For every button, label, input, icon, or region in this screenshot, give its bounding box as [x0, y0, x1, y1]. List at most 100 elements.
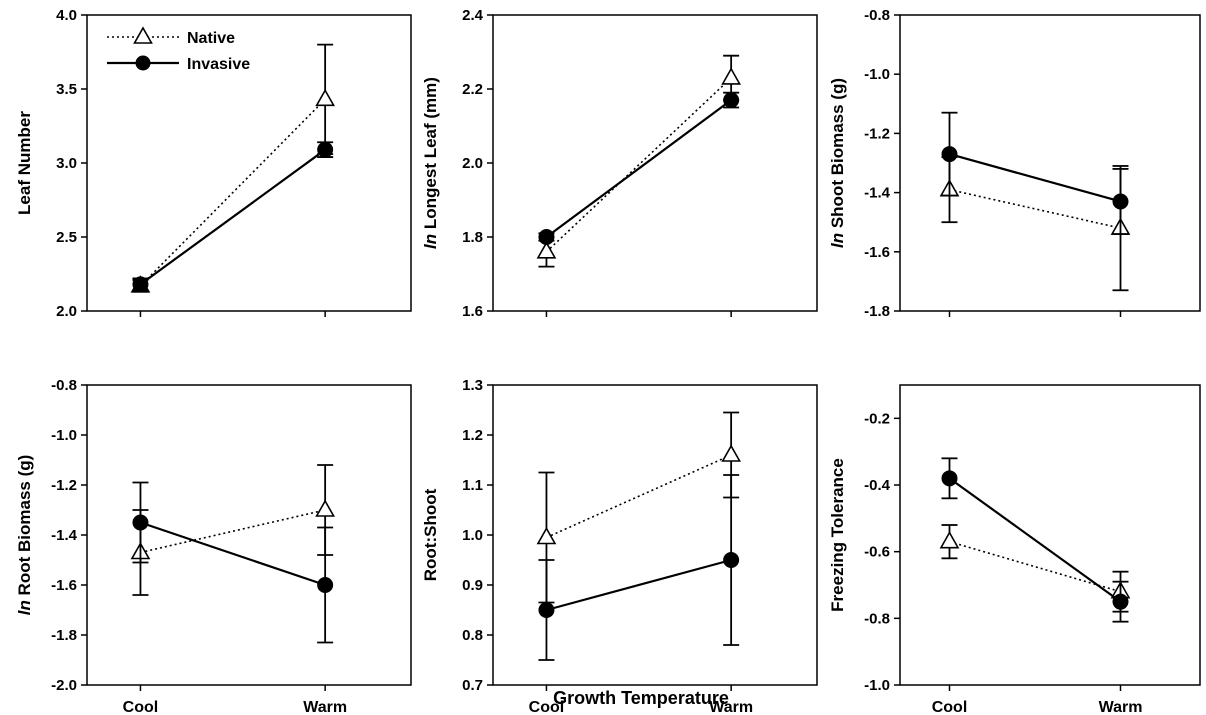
data-point: [315, 499, 336, 517]
x-tick-label: Warm: [303, 699, 347, 715]
x-tick-label: Cool: [123, 699, 159, 715]
series-line: [139, 98, 326, 287]
y-axis-label-prefix: ln: [421, 229, 440, 249]
series-invasive: [132, 141, 334, 293]
y-tick-label: 1.8: [462, 229, 483, 246]
y-tick-label: -1.4: [51, 527, 78, 544]
y-tick-label: 2.0: [462, 155, 483, 172]
y-tick-label: -1.0: [51, 427, 77, 444]
series-line: [546, 558, 732, 612]
data-point: [1112, 193, 1129, 210]
y-axis-label-text: Root Biomass (g): [15, 455, 34, 596]
data-point: [538, 229, 555, 245]
y-axis-label: ln Shoot Biomass (g): [828, 78, 847, 248]
series-native: [130, 43, 336, 293]
y-tick-label: -1.6: [51, 577, 77, 594]
legend-marker-invasive: [135, 55, 151, 71]
y-tick-label: -0.6: [864, 544, 890, 561]
y-tick-label: 2.2: [462, 81, 483, 98]
series-line: [140, 509, 326, 554]
series-line: [949, 188, 1121, 229]
chart-panel-1: 2.0 2.5 3.0 3.5 4.0 Leaf Number Native Invasive: [15, 7, 412, 320]
y-axis-label-prefix: ln: [15, 595, 34, 615]
series-line: [948, 477, 1122, 603]
data-point: [941, 470, 958, 487]
y-axis-label-prefix: ln: [828, 228, 847, 248]
y-tick-label: 2.0: [56, 303, 77, 320]
plot-frame: [899, 384, 1201, 686]
y-tick-label: 0.8: [462, 627, 483, 644]
x-tick-label: Cool: [932, 699, 968, 715]
data-point: [538, 602, 555, 618]
y-axis-label-text: Shoot Biomass (g): [828, 78, 847, 228]
series-invasive: [132, 481, 334, 644]
data-point: [317, 577, 334, 593]
legend: Native Invasive: [107, 26, 250, 73]
series-native: [536, 411, 742, 604]
series-line: [140, 521, 326, 587]
y-tick-label: 1.3: [462, 377, 483, 394]
series-line: [546, 454, 732, 539]
y-tick-label: -0.8: [864, 7, 890, 24]
series-line: [545, 99, 732, 238]
series-native: [536, 54, 742, 268]
data-point: [721, 67, 742, 85]
y-tick-label: -1.8: [51, 627, 77, 644]
series-invasive: [538, 474, 740, 661]
data-point: [536, 526, 557, 545]
x-tick-label: Warm: [1099, 699, 1143, 715]
y-tick-label: -0.8: [51, 377, 77, 394]
y-tick-label: 2.5: [56, 229, 77, 246]
y-axis-label: Freezing Tolerance: [828, 458, 847, 612]
chart-panel-4: -2.0 -1.8 -1.6 -1.4 -1.2 -1.0 -0.8 Cool Warm ln R…: [15, 377, 412, 715]
figure-x-axis-label: Growth Temperature: [553, 688, 729, 708]
y-axis-label: ln Root Biomass (g): [15, 455, 34, 616]
series-invasive: [941, 111, 1129, 235]
y-axis-label: ln Longest Leaf (mm): [421, 77, 440, 249]
series-native: [939, 524, 1131, 613]
data-point: [723, 92, 740, 109]
series-line: [949, 153, 1121, 203]
series-invasive: [941, 457, 1129, 623]
y-tick-label: 0.9: [462, 577, 483, 594]
y-tick-label: 1.2: [462, 427, 483, 444]
chart-panel-6: -1.0 -0.8 -0.6 -0.4 -0.2 Cool Warm Freezing Tol…: [828, 384, 1201, 715]
y-tick-label: -1.8: [864, 303, 890, 320]
y-tick-label: 3.5: [56, 81, 77, 98]
data-point: [536, 241, 557, 259]
y-tick-label: -1.0: [864, 66, 890, 83]
y-tick-label: 3.0: [56, 155, 77, 172]
plot-frame: [492, 384, 818, 686]
chart-panel-3: -1.8 -1.6 -1.4 -1.2 -1.0 -0.8 ln Shoot Biomass…: [828, 7, 1201, 320]
data-point: [1112, 593, 1129, 610]
data-point: [132, 514, 149, 531]
data-point: [132, 276, 149, 293]
data-point: [317, 141, 334, 158]
data-point: [721, 444, 742, 462]
y-tick-label: -0.4: [864, 477, 891, 494]
y-tick-label: -1.6: [864, 244, 890, 261]
y-tick-label: -0.8: [864, 610, 890, 627]
y-tick-label: 2.4: [462, 7, 484, 24]
data-point: [939, 531, 960, 549]
y-axis-label: Root:Shoot: [421, 488, 440, 581]
y-tick-label: -1.2: [864, 125, 890, 142]
y-axis-label-text: Root:Shoot: [421, 488, 440, 581]
legend-marker-native: [133, 26, 153, 44]
series-invasive: [538, 91, 740, 245]
chart-panel-2: 1.6 1.8 2.0 2.2 2.4 ln Longest Leaf (mm): [421, 7, 818, 320]
y-tick-label: -1.2: [51, 477, 77, 494]
plot-frame: [86, 384, 412, 686]
data-point: [315, 88, 336, 107]
y-tick-label: -2.0: [51, 677, 77, 694]
data-point: [941, 146, 958, 163]
y-tick-label: 4.0: [56, 7, 77, 24]
data-point: [723, 552, 740, 568]
x-tick-label: Warm: [709, 699, 753, 715]
y-tick-label: 0.7: [462, 677, 483, 694]
y-tick-label: -1.4: [864, 185, 891, 202]
series-line: [545, 77, 732, 253]
x-tick-label: Cool: [529, 699, 565, 715]
y-tick-label: 1.6: [462, 303, 483, 320]
